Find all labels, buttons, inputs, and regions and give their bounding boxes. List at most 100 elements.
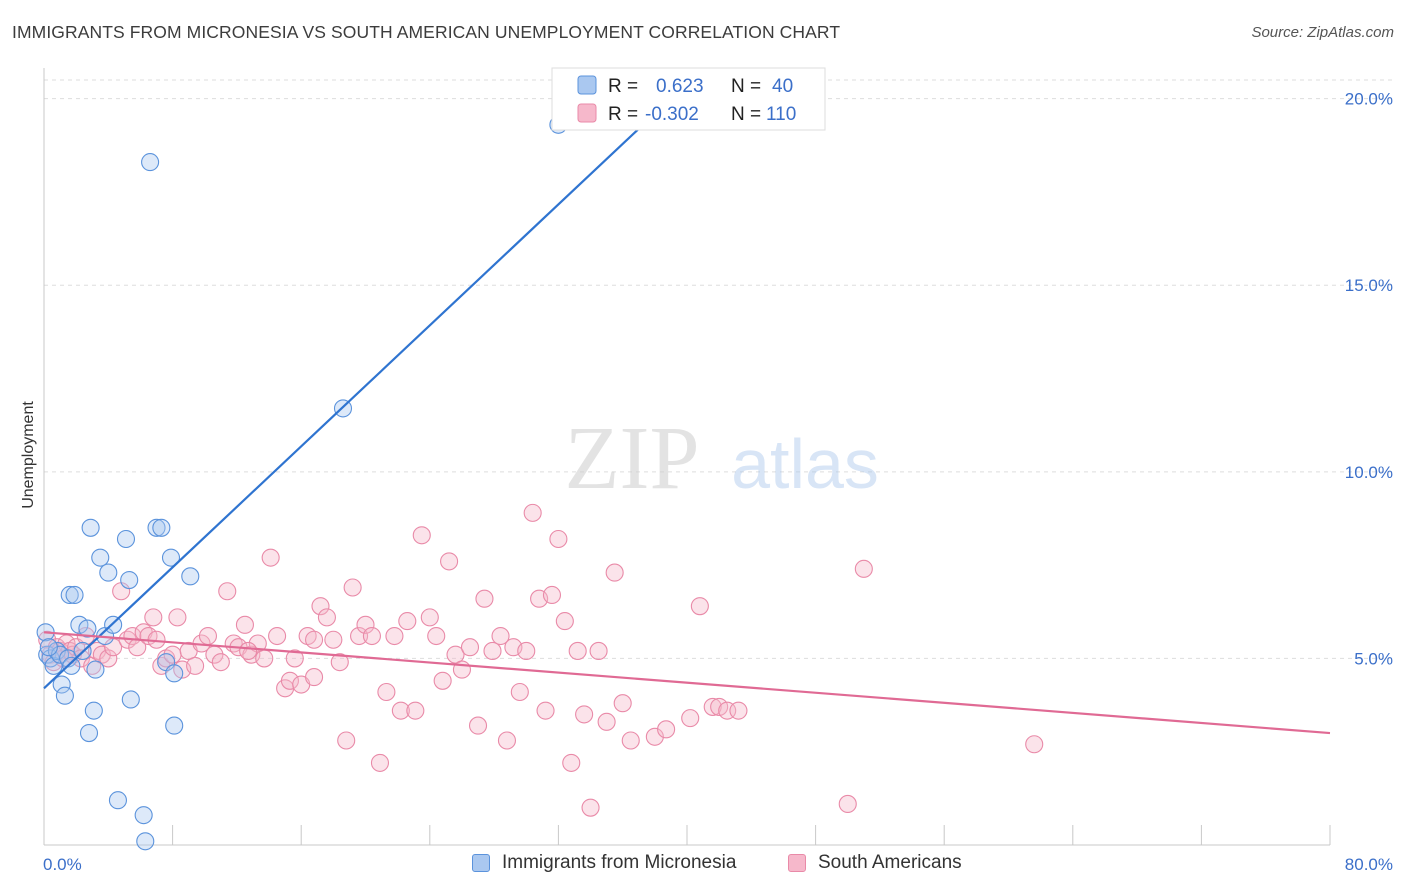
south-americans-point [305,668,324,687]
x-tick-label-min: 0.0% [43,855,82,874]
south-americans-point [497,731,517,750]
south-americans-point [589,641,608,661]
legend-n-label-1: N = [731,76,761,97]
south-americans-point [613,694,632,713]
south-americans-point [621,731,640,750]
south-americans-point [491,626,510,646]
south-americans-point [398,612,417,631]
south-americans-point [536,701,555,720]
legend-n-label-2: N = [731,104,761,125]
south-americans-point [1025,735,1044,754]
south-americans-point [427,626,446,646]
trend-lines [43,105,1331,735]
y-tick-labels: 5.0% 10.0% 15.0% 20.0% [1345,90,1393,669]
south-americans-point [305,630,324,649]
grid-lines [44,79,1393,659]
south-americans-points [38,503,1044,817]
micronesia-point [65,585,84,605]
south-americans-point [198,626,218,646]
legend-n-value-2: 110 [766,104,796,125]
micronesia-point [84,701,103,720]
micronesia-point [79,723,99,743]
south-americans-point [412,526,431,545]
micronesia-points [36,115,568,851]
south-americans-point [433,671,452,690]
bottom-legend-swatch-south-americans [788,854,806,872]
south-americans-point [280,671,299,690]
micronesia-point [78,619,97,638]
legend-r-value-1: 0.623 [656,76,704,97]
legend-n-value-1: 40 [772,76,793,97]
south-americans-point [343,578,362,597]
south-americans-point [186,656,205,675]
chart-title: IMMIGRANTS FROM MICRONESIA VS SOUTH AMER… [12,22,841,42]
south-americans-point [517,641,536,661]
micronesia-point [152,518,171,537]
micronesia-point [121,690,140,709]
micronesia-point [136,832,155,851]
south-americans-point [729,701,748,720]
micronesia-point [116,529,136,549]
south-americans-point [475,589,494,608]
south-americans-point [370,753,390,772]
watermark: ZIP atlas [565,409,879,508]
south-americans-point [446,645,465,664]
south-americans-point [211,653,230,672]
south-americans-point [218,582,237,601]
south-americans-point [362,626,381,646]
legend-swatch-south-americans [577,103,597,123]
bottom-legend-swatch-micronesia [472,854,490,872]
legend-swatch-micronesia [577,75,597,95]
legend-box [551,67,826,131]
south-americans-point [562,753,581,772]
south-americans-point [261,548,280,567]
south-americans-trend-line [43,631,1331,735]
micronesia-point [141,153,160,172]
micronesia-point [134,806,153,825]
south-americans-point [255,649,274,668]
bottom-legend-label-south-americans: South Americans [818,852,962,873]
south-americans-point [391,701,410,720]
south-americans-point [350,626,369,646]
y-tick-label: 10.0% [1345,463,1393,482]
south-americans-point [420,608,439,627]
south-americans-point [168,608,187,627]
bottom-legend-label-micronesia: Immigrants from Micronesia [502,852,737,873]
micronesia-point [120,570,139,590]
micronesia-point [60,585,79,605]
micronesia-point [44,656,63,675]
south-americans-point [555,612,574,631]
micronesia-point [55,686,74,705]
micronesia-point [181,567,200,586]
south-americans-point [71,649,91,668]
south-americans-point [440,552,459,571]
micronesia-point [99,563,118,582]
bottom-legend-item-micronesia: Immigrants from Micronesia [472,852,736,874]
micronesia-trend-line [43,105,664,690]
micronesia-point [165,716,184,735]
correlation-legend: R = 0.623 N = 40 R = -0.302 N = 110 [551,67,826,131]
south-americans-point [235,615,254,634]
south-americans-point [330,653,349,672]
bottom-legend: Immigrants from Micronesia South America… [0,852,1406,878]
south-americans-point [542,585,562,605]
south-americans-point [690,597,709,616]
micronesia-point [165,664,184,683]
y-tick-label: 20.0% [1345,90,1393,109]
south-americans-point [838,794,857,814]
y-axis-label: Unemployment [20,401,37,509]
south-americans-point [99,649,118,668]
micronesia-point [91,548,110,567]
micronesia-point [147,518,166,537]
south-americans-point [144,608,163,627]
south-americans-point [605,563,624,582]
legend-r-label-2: R = [608,104,638,125]
south-americans-point [657,720,676,739]
south-americans-point [645,727,664,746]
micronesia-point [62,656,81,675]
south-americans-point [317,608,336,627]
south-americans-point [324,630,343,649]
south-americans-point [268,626,287,646]
chart-source: Source: ZipAtlas.com [1251,24,1394,41]
